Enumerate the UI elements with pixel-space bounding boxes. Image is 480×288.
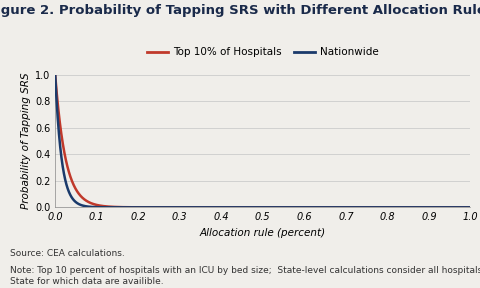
Text: Figure 2. Probability of Tapping SRS with Different Allocation Rules: Figure 2. Probability of Tapping SRS wit… — [0, 4, 480, 17]
Legend: Top 10% of Hospitals, Nationwide: Top 10% of Hospitals, Nationwide — [143, 43, 383, 61]
X-axis label: Allocation rule (percent): Allocation rule (percent) — [200, 228, 326, 238]
Text: Source: CEA calculations.: Source: CEA calculations. — [10, 249, 124, 258]
Text: Note: Top 10 percent of hospitals with an ICU by bed size;  State-level calculat: Note: Top 10 percent of hospitals with a… — [10, 266, 480, 286]
Y-axis label: Probability of Tapping SRS: Probability of Tapping SRS — [21, 73, 31, 209]
